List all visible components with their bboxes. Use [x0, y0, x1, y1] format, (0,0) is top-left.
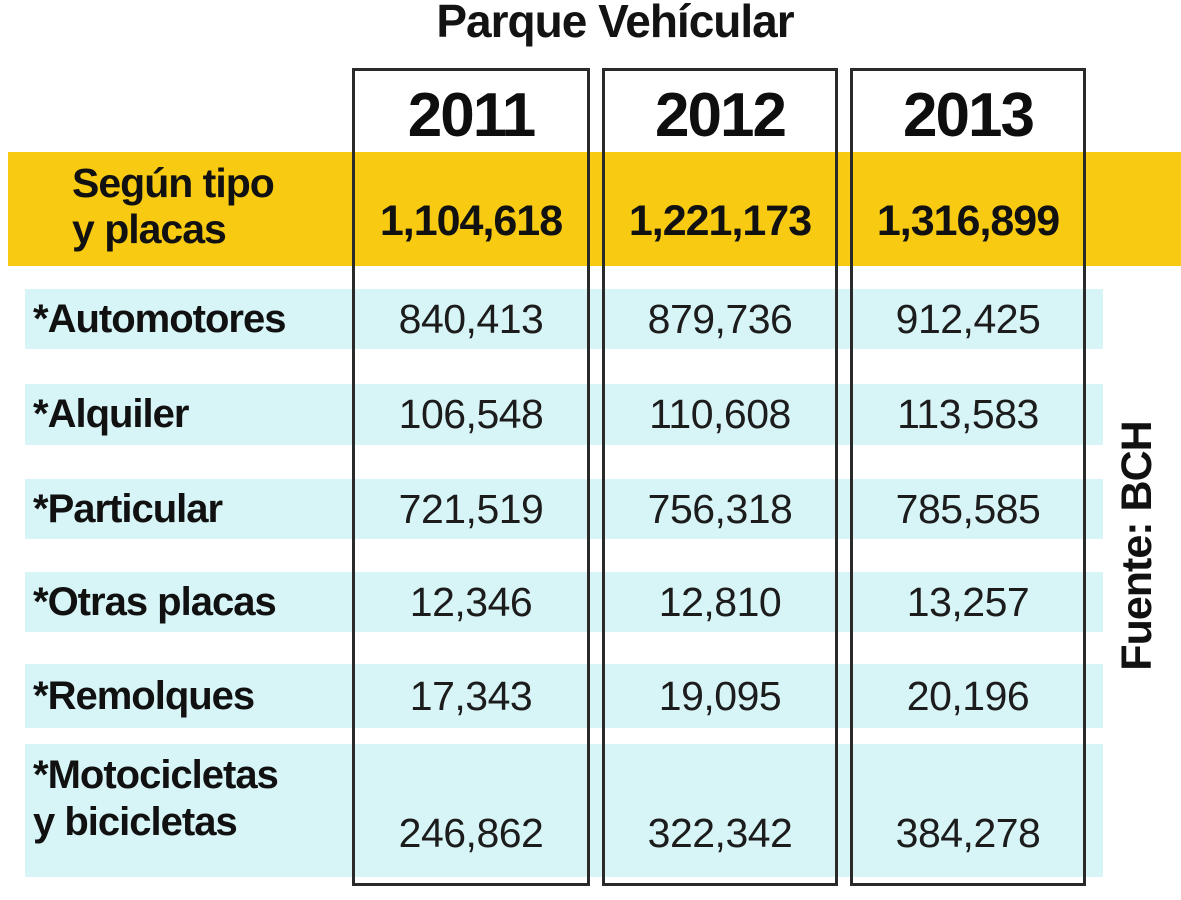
- total-2012: 1,221,173: [628, 197, 812, 245]
- cell-otras-placas-2013: 13,257: [906, 579, 1030, 625]
- cell-particular-2012: 756,318: [647, 486, 793, 532]
- row-band-alquiler: [25, 384, 1103, 445]
- row-band-automotores: [25, 289, 1103, 349]
- year-header-2013: 2013: [903, 81, 1035, 150]
- total-2013: 1,316,899: [876, 197, 1060, 245]
- cell-alquiler-2012: 110,608: [649, 391, 791, 437]
- row-band-particular: [25, 479, 1103, 539]
- row-label-motocicletas-line2: y bicicletas: [33, 800, 238, 844]
- cell-motocicletas-2011: 246,862: [398, 810, 544, 856]
- cell-remolques-2011: 17,343: [409, 673, 533, 719]
- cell-motocicletas-2013: 384,278: [895, 810, 1041, 856]
- row-group-label-line2: y placas: [72, 206, 227, 252]
- row-band-otras-placas: [25, 572, 1103, 632]
- cell-remolques-2013: 20,196: [906, 673, 1030, 719]
- cell-alquiler-2013: 113,583: [897, 391, 1039, 437]
- header-band: [8, 152, 1181, 266]
- row-band-motocicletas: [25, 744, 1103, 877]
- cell-otras-placas-2012: 12,810: [658, 579, 782, 625]
- row-group-label-line1: Según tipo: [72, 160, 275, 206]
- cell-motocicletas-2012: 322,342: [647, 810, 793, 856]
- row-label-particular: *Particular: [33, 487, 223, 531]
- year-header-2012: 2012: [655, 81, 787, 150]
- row-label-remolques: *Remolques: [33, 674, 255, 718]
- year-header-2011: 2011: [407, 81, 537, 150]
- chart-title: Parque Vehícular: [436, 0, 794, 47]
- row-band-remolques: [25, 664, 1103, 728]
- source-note: Fuente: BCH: [1113, 421, 1161, 671]
- cell-remolques-2012: 19,095: [658, 673, 782, 719]
- row-label-automotores: *Automotores: [33, 297, 286, 341]
- row-label-motocicletas-line1: *Motocicletas: [33, 753, 279, 797]
- cell-automotores-2011: 840,413: [398, 296, 544, 342]
- cell-alquiler-2011: 106,548: [398, 391, 544, 437]
- total-2011: 1,104,618: [379, 197, 563, 245]
- column-box-2013: [850, 68, 1086, 886]
- column-box-2012: [602, 68, 838, 886]
- row-label-otras-placas: *Otras placas: [33, 580, 277, 624]
- cell-automotores-2013: 912,425: [895, 296, 1041, 342]
- cell-particular-2013: 785,585: [895, 486, 1041, 532]
- cell-otras-placas-2011: 12,346: [409, 579, 533, 625]
- row-label-alquiler: *Alquiler: [33, 392, 189, 436]
- cell-automotores-2012: 879,736: [647, 296, 793, 342]
- column-box-2011: [352, 68, 590, 886]
- cell-particular-2011: 721,519: [398, 486, 544, 532]
